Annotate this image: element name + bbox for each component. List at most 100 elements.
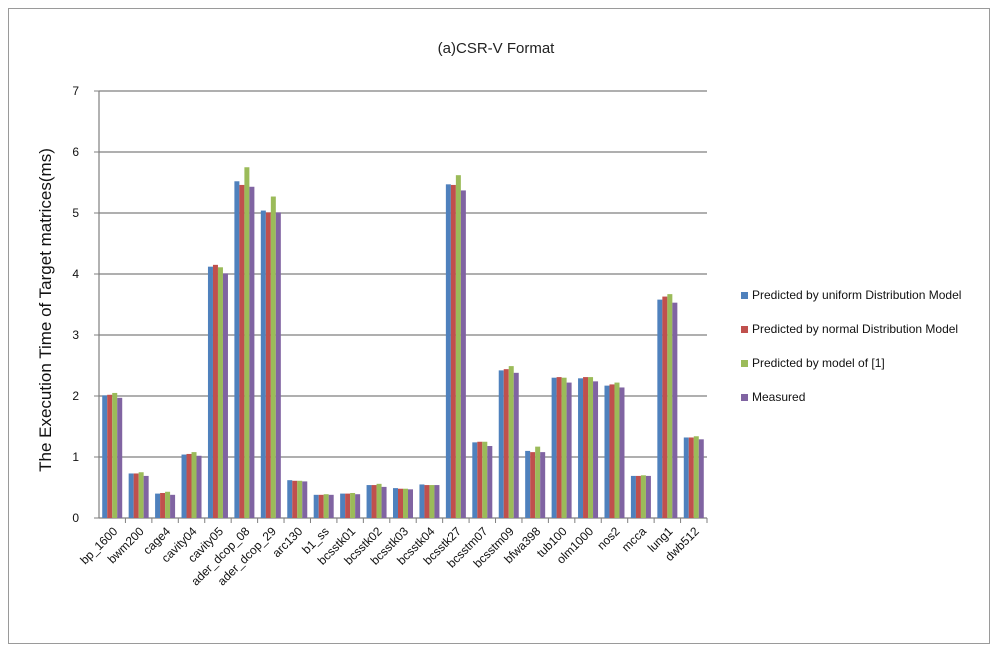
bar-olm1000-series-3 bbox=[588, 377, 594, 518]
bar-ader_dcop_29-series-4 bbox=[275, 212, 281, 518]
bar-bwm200-series-3 bbox=[138, 472, 144, 518]
y-tick-label: 7 bbox=[72, 84, 79, 98]
bar-cavity05-series-4 bbox=[222, 273, 228, 518]
bar-tub100-series-3 bbox=[561, 377, 567, 518]
bar-cavity04-series-2 bbox=[186, 453, 192, 518]
bar-bfwa398-series-2 bbox=[530, 452, 536, 518]
bar-b1_ss-series-2 bbox=[318, 494, 324, 518]
bar-b1_ss-series-4 bbox=[328, 494, 334, 518]
bar-bp_1600-series-3 bbox=[112, 392, 118, 518]
bar-ader_dcop_08-series-2 bbox=[239, 184, 245, 518]
legend-swatch bbox=[741, 292, 748, 299]
bar-bcsstm07-series-2 bbox=[477, 441, 483, 518]
bar-olm1000-series-4 bbox=[593, 381, 599, 518]
bar-bcsstk01-series-2 bbox=[345, 493, 351, 518]
bar-arc130-series-2 bbox=[292, 480, 298, 518]
bar-bfwa398-series-1 bbox=[525, 450, 531, 518]
bar-bcsstk01-series-4 bbox=[355, 494, 361, 518]
bar-mcca-series-2 bbox=[635, 475, 641, 518]
bar-bfwa398-series-3 bbox=[535, 446, 541, 518]
bar-arc130-series-4 bbox=[302, 481, 308, 518]
bar-b1_ss-series-3 bbox=[323, 494, 329, 518]
bar-bwm200-series-2 bbox=[133, 473, 139, 518]
legend-swatch bbox=[741, 360, 748, 367]
legend-swatch bbox=[741, 394, 748, 401]
bar-nos2-series-1 bbox=[604, 385, 610, 518]
bar-dwb512-series-1 bbox=[683, 437, 689, 518]
bar-bp_1600-series-4 bbox=[117, 397, 123, 518]
bar-bcsstk01-series-1 bbox=[340, 493, 346, 518]
bar-dwb512-series-4 bbox=[698, 439, 704, 518]
y-tick-label: 2 bbox=[72, 389, 79, 403]
bar-bwm200-series-1 bbox=[128, 473, 134, 518]
legend-label: Predicted by model of [1] bbox=[752, 356, 885, 370]
bar-cavity05-series-1 bbox=[207, 266, 213, 518]
bar-cage4-series-3 bbox=[165, 491, 171, 518]
chart-title: (a)CSR-V Format bbox=[438, 40, 556, 57]
bar-ader_dcop_29-series-2 bbox=[265, 212, 271, 518]
bar-cavity04-series-1 bbox=[181, 454, 187, 518]
bar-bp_1600-series-1 bbox=[102, 395, 108, 518]
bar-dwb512-series-2 bbox=[688, 437, 694, 518]
y-tick-label: 0 bbox=[72, 511, 79, 525]
bar-bcsstk27-series-2 bbox=[450, 184, 456, 518]
gridlines bbox=[99, 90, 707, 458]
legend: Predicted by uniform Distribution Model P… bbox=[741, 288, 961, 404]
bar-bp_1600-series-2 bbox=[107, 394, 113, 518]
y-tick-label: 6 bbox=[72, 145, 79, 159]
bar-lung1-series-3 bbox=[667, 294, 673, 518]
bar-bcsstk01-series-3 bbox=[350, 492, 356, 518]
bar-bcsstk04-series-4 bbox=[434, 485, 440, 518]
bar-cavity05-series-2 bbox=[212, 264, 218, 518]
y-tick-label: 3 bbox=[72, 328, 79, 342]
bars bbox=[102, 167, 704, 518]
y-tick-label: 4 bbox=[72, 267, 79, 281]
bar-lung1-series-2 bbox=[662, 296, 668, 518]
bar-tub100-series-2 bbox=[556, 377, 562, 518]
bar-cavity04-series-3 bbox=[191, 452, 197, 518]
y-tick-label: 1 bbox=[72, 450, 79, 464]
bar-bwm200-series-4 bbox=[143, 475, 149, 518]
bar-mcca-series-1 bbox=[630, 475, 636, 518]
bar-bcsstk03-series-2 bbox=[398, 488, 403, 518]
bar-lung1-series-4 bbox=[672, 302, 678, 518]
legend-swatch bbox=[741, 326, 748, 333]
bar-olm1000-series-1 bbox=[578, 378, 584, 518]
legend-label: Measured bbox=[752, 390, 805, 404]
bar-bcsstm07-series-3 bbox=[482, 441, 488, 518]
bar-bcsstm07-series-4 bbox=[487, 446, 493, 518]
bar-bcsstk02-series-2 bbox=[371, 485, 377, 518]
bar-tub100-series-1 bbox=[551, 377, 557, 518]
bar-bcsstm09-series-3 bbox=[508, 366, 514, 518]
bar-bcsstk27-series-4 bbox=[460, 190, 466, 518]
x-category-label: nos2 bbox=[594, 524, 623, 553]
bar-ader_dcop_08-series-1 bbox=[234, 181, 240, 518]
bar-cavity04-series-4 bbox=[196, 455, 202, 518]
bar-arc130-series-3 bbox=[297, 480, 303, 518]
bar-cage4-series-2 bbox=[160, 492, 166, 518]
bar-chart: (a)CSR-V Format 0 1 2 3 4 5 6 7 bp_1600bwm200ca… bbox=[36, 40, 961, 588]
bar-lung1-series-1 bbox=[657, 299, 663, 518]
x-category-labels: bp_1600bwm200cage4cavity04cavity05ader_d… bbox=[77, 524, 702, 588]
bar-bcsstk27-series-3 bbox=[455, 175, 461, 518]
bar-b1_ss-series-1 bbox=[313, 494, 319, 518]
x-category-label: mcca bbox=[619, 524, 649, 554]
bar-bcsstm09-series-2 bbox=[503, 369, 509, 518]
y-axis-label: The Execution Time of Target matrices(ms… bbox=[36, 148, 55, 472]
bar-dwb512-series-3 bbox=[693, 436, 699, 518]
bar-ader_dcop_29-series-1 bbox=[260, 210, 266, 518]
bar-bcsstk04-series-1 bbox=[419, 484, 425, 518]
y-tick-labels: 0 1 2 3 4 5 6 7 bbox=[72, 84, 79, 525]
bar-mcca-series-3 bbox=[640, 475, 646, 518]
bar-bcsstk03-series-3 bbox=[403, 488, 408, 518]
bar-tub100-series-4 bbox=[566, 382, 572, 518]
bar-bcsstk02-series-3 bbox=[376, 483, 382, 518]
x-category-label: arc130 bbox=[270, 524, 306, 560]
bar-mcca-series-4 bbox=[645, 475, 651, 518]
bar-bcsstk03-series-4 bbox=[408, 489, 413, 518]
bar-cage4-series-1 bbox=[155, 493, 161, 518]
bar-cavity05-series-3 bbox=[217, 267, 223, 518]
bar-nos2-series-2 bbox=[609, 384, 615, 518]
bar-ader_dcop_08-series-4 bbox=[249, 186, 255, 518]
bar-bcsstm09-series-4 bbox=[513, 372, 519, 518]
